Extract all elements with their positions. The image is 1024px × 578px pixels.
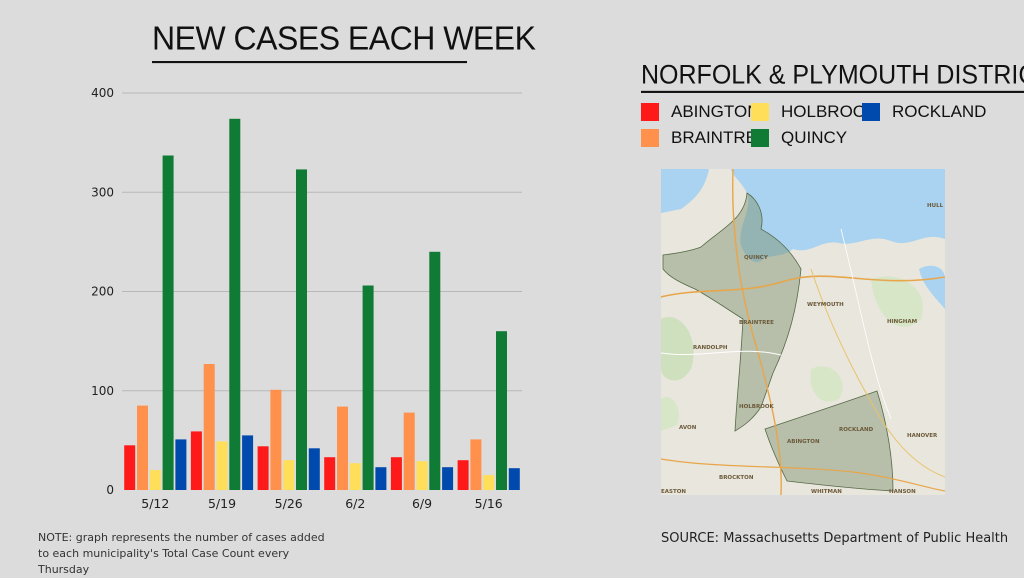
source-note: SOURCE: Massachusetts Department of Publ… [661, 531, 1009, 546]
grid-lines [122, 92, 522, 392]
bar-rockland-5/26 [308, 448, 320, 490]
bar-quincy-6/9 [429, 251, 441, 490]
bar-holbrook-5/12 [149, 470, 161, 490]
bar-holbrook-5/19 [216, 441, 228, 490]
bar-abington-5/19 [190, 431, 202, 490]
legend-swatch [751, 103, 769, 121]
legend-swatch [862, 103, 880, 121]
map-label: AVON [679, 425, 697, 431]
bar-braintree-6/2 [337, 406, 348, 490]
map-label: ABINGTON [787, 439, 820, 445]
map-label: EASTON [661, 489, 686, 495]
map-label: HANOVER [907, 433, 938, 439]
bar-holbrook-5/16 [483, 475, 495, 490]
x-axis-ticks: 5/12 5/19 5/26 6/2 6/9 5/16 [141, 496, 503, 511]
bar-braintree-6/9 [403, 412, 415, 490]
bar-abington-5/12 [124, 445, 136, 490]
district-map: QUINCY WEYMOUTH BRAINTREE HINGHAM RANDOL… [661, 169, 945, 495]
bar-rockland-6/2 [375, 467, 387, 490]
bar-rockland-5/12 [175, 439, 187, 490]
bar-rockland-5/16 [508, 468, 520, 490]
map-label: HINGHAM [887, 319, 917, 325]
legend-label: HOLBROOK [781, 102, 878, 121]
map-label: RANDOLPH [693, 345, 728, 351]
x-tick-label: 5/12 [141, 496, 169, 511]
y-tick-label: 300 [91, 185, 114, 199]
bar-braintree-5/19 [203, 364, 215, 490]
x-tick-label: 6/2 [345, 496, 365, 511]
legend-swatch [641, 129, 659, 147]
legend: ABINGTON HOLBROOK ROCKLAND BRAINTREE QUINCY [641, 102, 1011, 154]
bar-holbrook-6/2 [349, 463, 361, 490]
bar-braintree-5/26 [270, 389, 282, 490]
bar-holbrook-5/26 [283, 460, 295, 490]
legend-label: ABINGTON [671, 102, 760, 121]
legend-label: BRAINTREE [671, 128, 769, 147]
district-title: NORFOLK & PLYMOUTH DISTRICT [641, 59, 1024, 93]
map-label: WHITMAN [811, 489, 842, 495]
map-label: HOLBROOK [739, 404, 775, 410]
legend-item-holbrook: HOLBROOK [751, 102, 877, 122]
map-image: QUINCY WEYMOUTH BRAINTREE HINGHAM RANDOL… [661, 169, 945, 495]
bar-abington-6/9 [390, 457, 402, 490]
footnote: NOTE: graph represents the number of cas… [38, 531, 325, 576]
x-tick-label: 6/9 [412, 496, 432, 511]
y-tick-label: 200 [91, 285, 114, 299]
bar-quincy-5/26 [296, 169, 307, 490]
legend-item-abington: ABINGTON [641, 102, 759, 122]
bar-abington-6/2 [324, 457, 336, 490]
bar-quincy-6/2 [362, 285, 374, 490]
bar-chart: 0 100 200 300 400 5/12 5/19 5/26 6/2 6/9 5/16 [91, 86, 522, 511]
map-label: HANSON [889, 489, 916, 495]
legend-item-rockland: ROCKLAND [862, 102, 986, 122]
legend-item-quincy: QUINCY [751, 128, 847, 148]
x-tick-label: 5/26 [275, 496, 303, 511]
legend-swatch [641, 103, 659, 121]
bar-quincy-5/12 [162, 155, 174, 490]
y-tick-label: 400 [91, 86, 114, 100]
bar-abington-5/16 [457, 460, 469, 490]
bar-rockland-5/19 [242, 435, 254, 490]
y-axis-ticks: 0 100 200 300 400 [91, 86, 114, 497]
map-label: HULL [927, 203, 944, 209]
bar-braintree-5/16 [470, 439, 482, 490]
map-label: ROCKLAND [839, 427, 874, 433]
legend-label: ROCKLAND [892, 102, 987, 121]
bar-rockland-6/9 [442, 467, 454, 490]
bar-holbrook-6/9 [416, 461, 428, 490]
bar-quincy-5/16 [496, 331, 507, 490]
y-tick-label: 0 [106, 483, 114, 497]
legend-label: QUINCY [781, 128, 848, 147]
bars [124, 118, 520, 491]
map-label: QUINCY [744, 255, 769, 261]
y-tick-label: 100 [91, 384, 114, 398]
bar-quincy-5/19 [229, 118, 241, 491]
bar-braintree-5/12 [137, 405, 148, 490]
map-label: BROCKTON [719, 475, 754, 481]
map-label: WEYMOUTH [807, 302, 844, 308]
map-label: BRAINTREE [739, 320, 774, 326]
x-tick-label: 5/19 [208, 496, 236, 511]
legend-item-braintree: BRAINTREE [641, 128, 768, 148]
x-tick-label: 5/16 [475, 496, 503, 511]
bar-abington-5/26 [257, 446, 269, 490]
legend-swatch [751, 129, 769, 147]
